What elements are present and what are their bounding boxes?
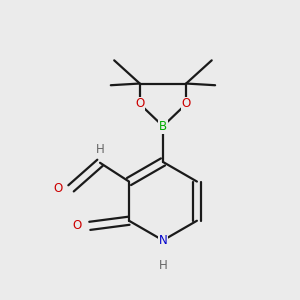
Text: N: N (159, 234, 167, 247)
Text: H: H (159, 260, 167, 272)
Text: H: H (96, 142, 104, 156)
Text: O: O (182, 98, 191, 110)
Text: O: O (72, 219, 82, 232)
Text: O: O (135, 98, 144, 110)
Text: B: B (159, 120, 167, 133)
Text: O: O (53, 182, 63, 195)
